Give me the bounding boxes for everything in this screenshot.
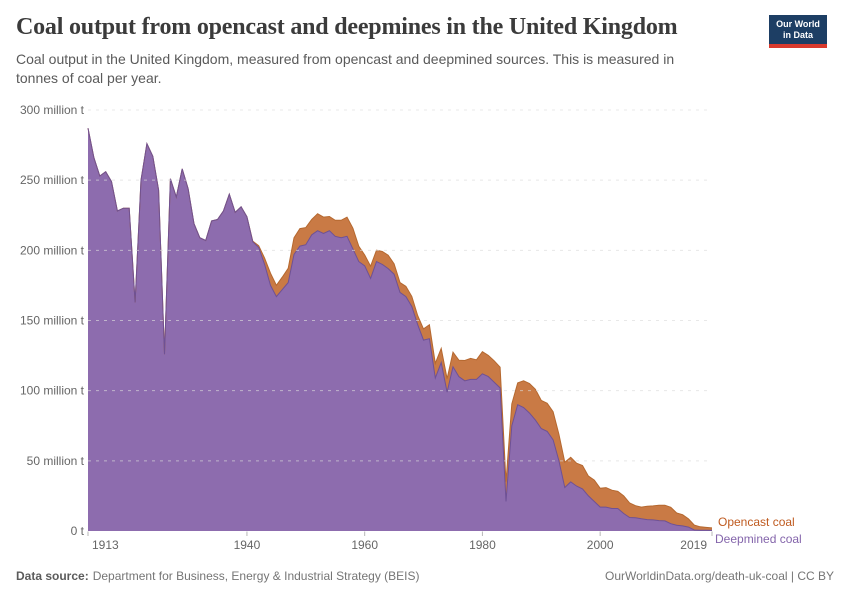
page-title: Coal output from opencast and deepmines … <box>16 14 678 40</box>
x-axis-label: 2000 <box>587 538 614 552</box>
owid-logo-text: Our World in Data <box>769 15 827 44</box>
x-axis-label: 1913 <box>92 538 119 552</box>
x-axis-label: 1960 <box>351 538 378 552</box>
x-axis-label: 1980 <box>469 538 496 552</box>
y-axis-label: 50 million t <box>27 454 85 468</box>
y-axis-label: 300 million t <box>20 103 85 117</box>
opencast-area[interactable] <box>88 128 712 531</box>
legend-item-deepmined[interactable]: Deepmined coal <box>715 532 802 546</box>
y-axis-label: 150 million t <box>20 314 85 328</box>
data-source: Data source: Department for Business, Ene… <box>16 569 420 583</box>
chart-footer: Data source: Department for Business, Ene… <box>16 569 834 583</box>
y-axis-label: 100 million t <box>20 384 85 398</box>
x-axis-label: 2019 <box>680 538 707 552</box>
y-axis-label: 250 million t <box>20 173 85 187</box>
deepmined-area[interactable] <box>88 128 712 531</box>
legend-item-opencast[interactable]: Opencast coal <box>718 515 795 529</box>
y-axis-label: 0 t <box>71 524 85 538</box>
chart-subtitle: Coal output in the United Kingdom, measu… <box>16 51 675 86</box>
owid-logo[interactable]: Our World in Data <box>769 15 827 48</box>
attribution-link[interactable]: OurWorldinData.org/death-uk-coal | CC BY <box>605 569 834 583</box>
deepmined-edge-line <box>87 128 713 531</box>
y-axis-label: 200 million t <box>20 243 85 257</box>
x-axis-label: 1940 <box>234 538 261 552</box>
owid-logo-redbar <box>769 44 827 48</box>
